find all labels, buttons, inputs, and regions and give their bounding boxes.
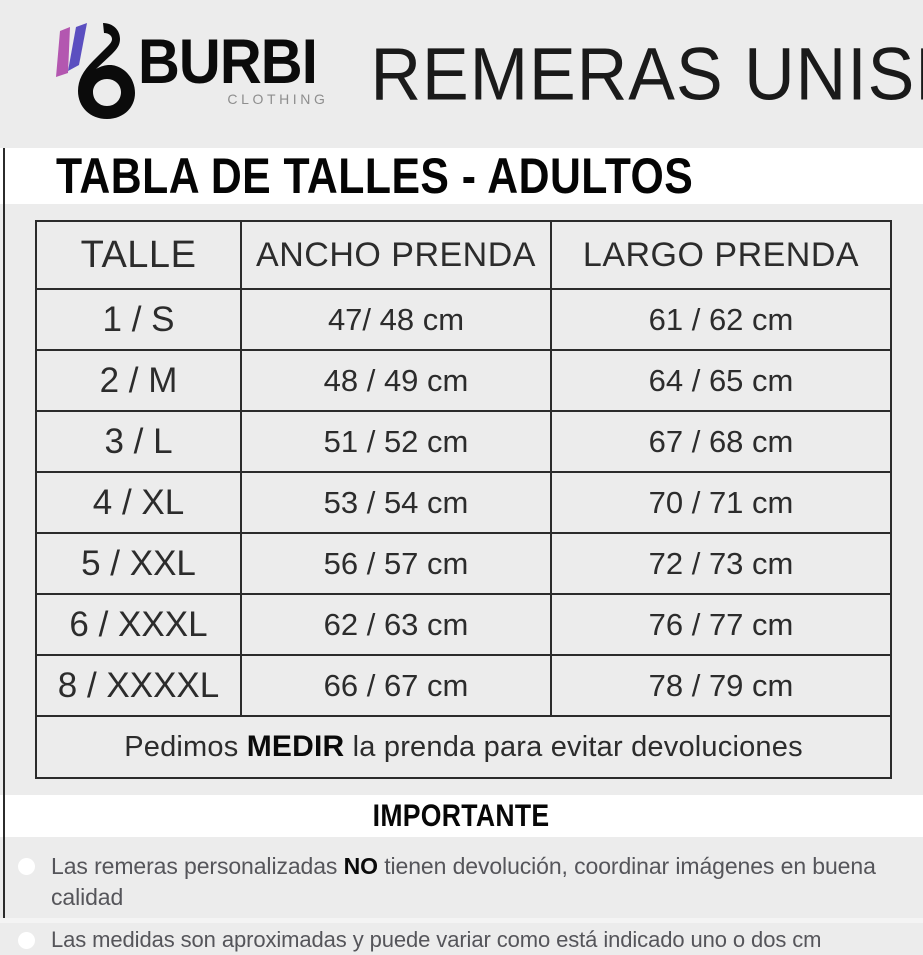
list-item: Las medidas son aproximadas y puede vari… <box>18 925 913 955</box>
important-notes-list: Las remeras personalizadas NO tienen dev… <box>0 837 923 955</box>
cell-largo: 72 / 73 cm <box>551 533 891 594</box>
cell-ancho: 62 / 63 cm <box>241 594 551 655</box>
table-row: 4 / XL 53 / 54 cm 70 / 71 cm <box>36 472 891 533</box>
cell-largo: 61 / 62 cm <box>551 289 891 350</box>
column-header-ancho: ANCHO PRENDA <box>241 221 551 289</box>
table-row: 2 / M 48 / 49 cm 64 / 65 cm <box>36 350 891 411</box>
table-footer-note: Pedimos MEDIR la prenda para evitar devo… <box>36 716 891 778</box>
note-emphasis: NO <box>344 853 378 879</box>
cell-talle: 3 / L <box>36 411 241 472</box>
table-row: 5 / XXL 56 / 57 cm 72 / 73 cm <box>36 533 891 594</box>
table-row: 1 / S 47/ 48 cm 61 / 62 cm <box>36 289 891 350</box>
table-row: 3 / L 51 / 52 cm 67 / 68 cm <box>36 411 891 472</box>
cell-talle: 5 / XXL <box>36 533 241 594</box>
brand-wordmark-block: BURBI CLOTHING <box>138 37 333 107</box>
note-prefix: Las remeras personalizadas <box>51 853 344 879</box>
table-row: 8 / XXXXL 66 / 67 cm 78 / 79 cm <box>36 655 891 716</box>
cell-ancho: 56 / 57 cm <box>241 533 551 594</box>
cell-largo: 78 / 79 cm <box>551 655 891 716</box>
note-text: Las remeras personalizadas NO tienen dev… <box>51 851 913 913</box>
footer-note-suffix: la prenda para evitar devoluciones <box>344 731 802 763</box>
bullet-icon <box>18 932 35 949</box>
brand-logo: BURBI CLOTHING <box>46 21 333 121</box>
cell-talle: 4 / XL <box>36 472 241 533</box>
left-edge-rule <box>3 148 5 923</box>
cell-largo: 70 / 71 cm <box>551 472 891 533</box>
table-footer-row: Pedimos MEDIR la prenda para evitar devo… <box>36 716 891 778</box>
cell-ancho: 47/ 48 cm <box>241 289 551 350</box>
cell-ancho: 66 / 67 cm <box>241 655 551 716</box>
table-header-row: TALLE ANCHO PRENDA LARGO PRENDA <box>36 221 891 289</box>
note-text: Las medidas son aproximadas y puede vari… <box>51 925 821 955</box>
cell-largo: 76 / 77 cm <box>551 594 891 655</box>
cell-talle: 1 / S <box>36 289 241 350</box>
brand-wordmark: BURBI <box>138 37 317 89</box>
cell-talle: 6 / XXXL <box>36 594 241 655</box>
size-table-container: TALLE ANCHO PRENDA LARGO PRENDA 1 / S 47… <box>0 204 923 779</box>
title-strip-text: TABLA DE TALLES - ADULTOS <box>56 147 693 205</box>
footer-note-emphasis: MEDIR <box>247 730 345 763</box>
table-row: 6 / XXXL 62 / 63 cm 76 / 77 cm <box>36 594 891 655</box>
page-title: REMERAS UNISEX <box>371 32 923 117</box>
bottom-edge-strip <box>0 918 923 923</box>
cell-talle: 8 / XXXXL <box>36 655 241 716</box>
title-strip: TABLA DE TALLES - ADULTOS <box>0 148 923 204</box>
footer-note-prefix: Pedimos <box>124 731 247 763</box>
important-heading: IMPORTANTE <box>373 798 550 834</box>
cell-ancho: 51 / 52 cm <box>241 411 551 472</box>
cell-largo: 67 / 68 cm <box>551 411 891 472</box>
cell-largo: 64 / 65 cm <box>551 350 891 411</box>
cell-talle: 2 / M <box>36 350 241 411</box>
cell-ancho: 53 / 54 cm <box>241 472 551 533</box>
column-header-talle: TALLE <box>36 221 241 289</box>
page-header: BURBI CLOTHING REMERAS UNISEX <box>0 0 923 148</box>
cell-ancho: 48 / 49 cm <box>241 350 551 411</box>
important-strip: IMPORTANTE <box>0 795 923 837</box>
bullet-icon <box>18 858 35 875</box>
burbi-logo-mark-icon <box>46 21 144 121</box>
list-item: Las remeras personalizadas NO tienen dev… <box>18 851 913 913</box>
column-header-largo: LARGO PRENDA <box>551 221 891 289</box>
size-table: TALLE ANCHO PRENDA LARGO PRENDA 1 / S 47… <box>35 220 892 779</box>
